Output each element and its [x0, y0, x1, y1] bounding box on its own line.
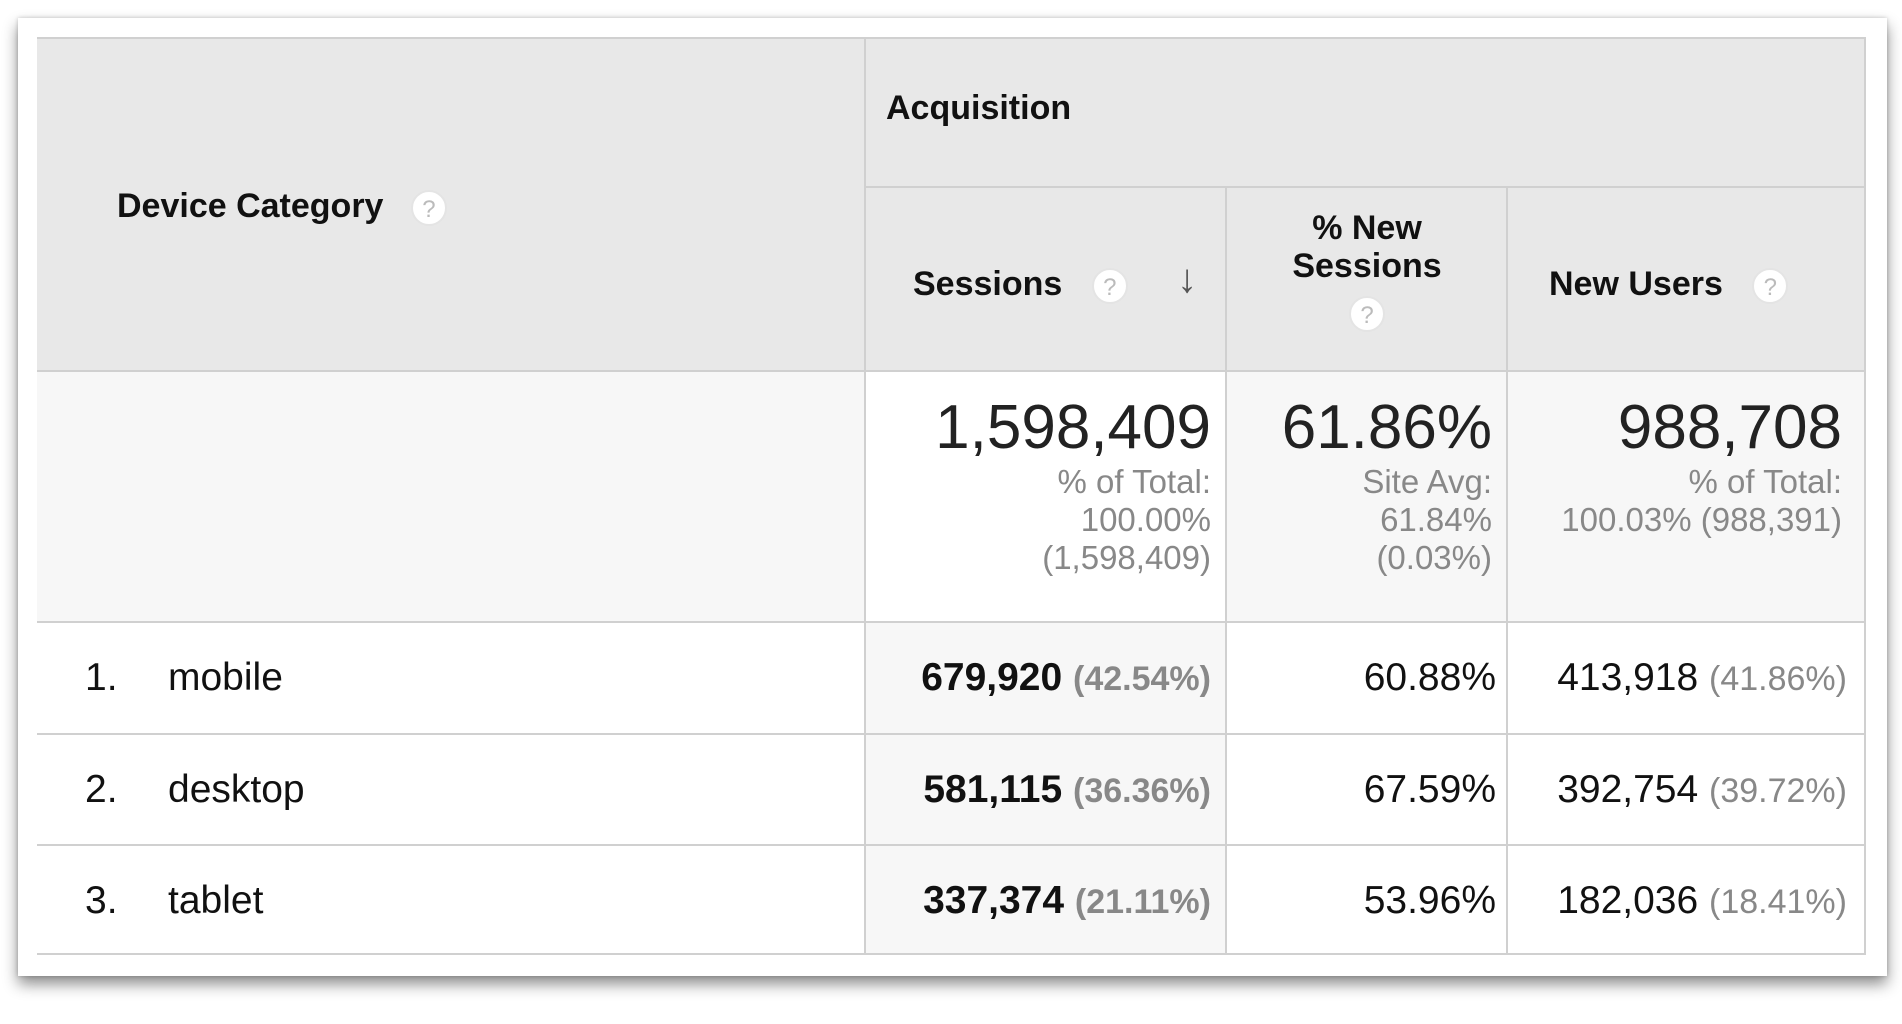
row-index-cell: 2. — [85, 735, 118, 845]
new-users-cell: 182,036 (18.41%) — [1507, 846, 1847, 956]
new-sessions-cell: 60.88% — [1226, 623, 1496, 733]
summary-label: Site Avg: — [1362, 463, 1492, 500]
device-link[interactable]: desktop — [168, 768, 305, 811]
divider — [37, 37, 1866, 39]
summary-percent: 100.00% — [1080, 501, 1211, 538]
total-sessions: 1,598,409 — [935, 393, 1211, 462]
sessions-cell: 679,920 (42.54%) — [865, 623, 1211, 733]
sessions-value: 337,374 — [923, 879, 1065, 922]
new-users-percent: (41.86%) — [1709, 660, 1847, 698]
device-link[interactable]: tablet — [168, 879, 264, 922]
table-header — [37, 37, 1866, 371]
new-sessions-value: 53.96% — [1363, 879, 1496, 922]
new-sessions-header[interactable]: % New Sessions ? — [1227, 209, 1507, 333]
new-sessions-header-line2: Sessions — [1292, 247, 1442, 285]
summary-dimension-cell — [37, 371, 865, 622]
sessions-percent: (42.54%) — [1073, 660, 1211, 698]
acquisition-group-header: Acquisition — [886, 89, 1072, 127]
row-index: 3. — [85, 879, 118, 922]
sort-descending-arrow-icon[interactable]: ↓ — [1177, 257, 1197, 301]
divider — [1864, 37, 1866, 955]
help-icon[interactable]: ? — [1752, 268, 1789, 305]
sessions-percent: (21.11%) — [1074, 883, 1211, 921]
divider — [1506, 187, 1508, 955]
device-category-table: Device Category ? Acquisition Sessions ?… — [37, 37, 1866, 955]
summary-new-sessions: 61.86% Site Avg: 61.84% (0.03%) — [1226, 392, 1492, 577]
divider — [1225, 187, 1227, 955]
row-index: 2. — [85, 768, 118, 811]
summary-percent: 100.03% (988,391) — [1561, 501, 1842, 538]
dimension-header-label: Device Category — [117, 187, 384, 225]
device-link[interactable]: mobile — [168, 656, 283, 699]
summary-site-avg: 61.84% — [1380, 501, 1492, 538]
divider — [864, 37, 866, 955]
divider — [865, 186, 1866, 188]
new-sessions-header-line1: % New — [1312, 209, 1422, 247]
help-icon[interactable]: ? — [1349, 296, 1385, 333]
divider — [37, 844, 1866, 846]
new-users-percent: (18.41%) — [1709, 883, 1847, 921]
new-users-percent: (39.72%) — [1709, 772, 1847, 810]
new-users-cell: 392,754 (39.72%) — [1507, 735, 1847, 845]
summary-new-users: 988,708 % of Total: 100.03% (988,391) — [1507, 392, 1842, 539]
device-cell[interactable]: tablet — [168, 846, 263, 956]
divider — [37, 953, 1866, 955]
sessions-column-bg — [865, 622, 1226, 955]
summary-delta: (0.03%) — [1376, 539, 1492, 576]
new-users-value: 182,036 — [1557, 879, 1699, 922]
sessions-cell: 581,115 (36.36%) — [865, 735, 1211, 845]
sessions-header[interactable]: Sessions ? — [913, 265, 1128, 305]
sessions-cell: 337,374 (21.11%) — [865, 846, 1211, 956]
sessions-header-label: Sessions — [913, 265, 1063, 303]
new-users-header[interactable]: New Users ? — [1549, 265, 1789, 305]
device-cell[interactable]: desktop — [168, 735, 305, 845]
sessions-percent: (36.36%) — [1073, 772, 1211, 810]
divider — [37, 370, 1866, 372]
dimension-header[interactable]: Device Category ? — [117, 187, 447, 227]
new-users-cell: 413,918 (41.86%) — [1507, 623, 1847, 733]
divider — [37, 621, 1866, 623]
summary-label: % of Total: — [1057, 463, 1211, 500]
help-icon[interactable]: ? — [410, 190, 447, 227]
sessions-value: 581,115 — [923, 768, 1063, 811]
sessions-value: 679,920 — [921, 656, 1063, 699]
new-sessions-cell: 67.59% — [1226, 735, 1496, 845]
new-users-value: 392,754 — [1557, 768, 1699, 811]
summary-sessions-bg — [865, 371, 1226, 622]
new-sessions-cell: 53.96% — [1226, 846, 1496, 956]
summary-label: % of Total: — [1688, 463, 1842, 500]
device-cell[interactable]: mobile — [168, 623, 283, 733]
row-index-cell: 3. — [85, 846, 118, 956]
new-sessions-value: 67.59% — [1363, 768, 1496, 811]
help-icon[interactable]: ? — [1091, 268, 1128, 305]
summary-sessions: 1,598,409 % of Total: 100.00% (1,598,409… — [865, 392, 1211, 577]
summary-total: (1,598,409) — [1042, 539, 1211, 576]
total-new-users: 988,708 — [1617, 393, 1842, 462]
new-users-header-label: New Users — [1549, 265, 1723, 303]
row-index: 1. — [85, 656, 118, 699]
row-index-cell: 1. — [85, 623, 118, 733]
summary-bg — [1226, 371, 1866, 622]
divider — [37, 733, 1866, 735]
new-users-value: 413,918 — [1557, 656, 1699, 699]
new-sessions-value: 60.88% — [1363, 656, 1496, 699]
total-new-sessions: 61.86% — [1281, 393, 1492, 462]
